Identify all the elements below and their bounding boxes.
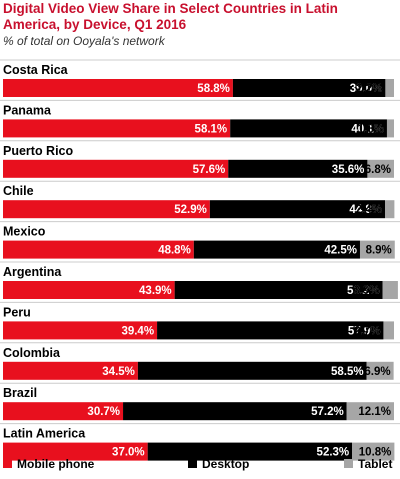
data-label-mobile-phone-argentina: 43.9% bbox=[139, 285, 172, 297]
bar-tablet-argentina bbox=[383, 281, 398, 299]
category-label-colombia: Colombia bbox=[3, 346, 61, 360]
data-label-mobile-phone-chile: 52.9% bbox=[174, 204, 207, 216]
bar-tablet-chile bbox=[385, 200, 394, 218]
bar-tablet-peru bbox=[383, 321, 394, 339]
data-label-tablet-puerto-rico: 6.8% bbox=[365, 164, 391, 176]
data-label-tablet-colombia: 6.9% bbox=[364, 366, 390, 378]
data-label-tablet-peru: 2.7% bbox=[354, 325, 380, 337]
legend-swatch-mobile-phone bbox=[3, 459, 12, 468]
data-label-tablet-argentina: 3.9% bbox=[353, 285, 379, 297]
data-label-desktop-latin-america: 52.3% bbox=[317, 447, 350, 459]
data-label-desktop-brazil: 57.2% bbox=[311, 406, 344, 418]
data-label-mobile-phone-colombia: 34.5% bbox=[102, 366, 135, 378]
category-label-latin-america: Latin America bbox=[3, 427, 86, 441]
bar-tablet-panama bbox=[387, 119, 394, 137]
category-label-costa-rica: Costa Rica bbox=[3, 63, 69, 77]
data-label-desktop-puerto-rico: 35.6% bbox=[332, 164, 365, 176]
data-label-mobile-phone-mexico: 48.8% bbox=[158, 245, 191, 257]
legend-swatch-tablet bbox=[344, 459, 353, 468]
category-label-puerto-rico: Puerto Rico bbox=[3, 144, 74, 158]
chart-title-line-1: Digital Video View Share in Select Count… bbox=[3, 1, 338, 16]
data-label-mobile-phone-latin-america: 37.0% bbox=[112, 447, 145, 459]
data-label-mobile-phone-puerto-rico: 57.6% bbox=[193, 164, 226, 176]
data-label-desktop-colombia: 58.5% bbox=[331, 366, 364, 378]
category-label-chile: Chile bbox=[3, 184, 34, 198]
data-label-tablet-chile: 2.4% bbox=[356, 204, 382, 216]
legend-label-tablet: Tablet bbox=[358, 457, 392, 471]
bar-tablet-costa-rica bbox=[385, 79, 394, 97]
data-label-tablet-brazil: 12.1% bbox=[358, 406, 391, 418]
data-label-tablet-mexico: 8.9% bbox=[366, 245, 392, 257]
category-label-panama: Panama bbox=[3, 103, 52, 117]
data-label-mobile-phone-brazil: 30.7% bbox=[87, 406, 120, 418]
data-label-mobile-phone-costa-rica: 58.8% bbox=[197, 83, 230, 95]
category-label-mexico: Mexico bbox=[3, 225, 46, 239]
category-label-argentina: Argentina bbox=[3, 265, 62, 279]
legend-label-mobile-phone: Mobile phone bbox=[17, 457, 95, 471]
chart-title-line-2: America, by Device, Q1 2016 bbox=[3, 17, 187, 32]
data-label-mobile-phone-peru: 39.4% bbox=[121, 325, 154, 337]
data-label-mobile-phone-panama: 58.1% bbox=[195, 123, 228, 135]
data-label-tablet-costa-rica: 2.2% bbox=[356, 83, 382, 95]
data-label-desktop-mexico: 42.5% bbox=[324, 245, 357, 257]
legend-label-desktop: Desktop bbox=[202, 457, 249, 471]
chart-subtitle: % of total on Ooyala's network bbox=[3, 34, 166, 48]
category-label-brazil: Brazil bbox=[3, 386, 37, 400]
category-label-peru: Peru bbox=[3, 305, 31, 319]
data-label-tablet-panama: 1.8% bbox=[358, 123, 384, 135]
legend-swatch-desktop bbox=[188, 459, 197, 468]
